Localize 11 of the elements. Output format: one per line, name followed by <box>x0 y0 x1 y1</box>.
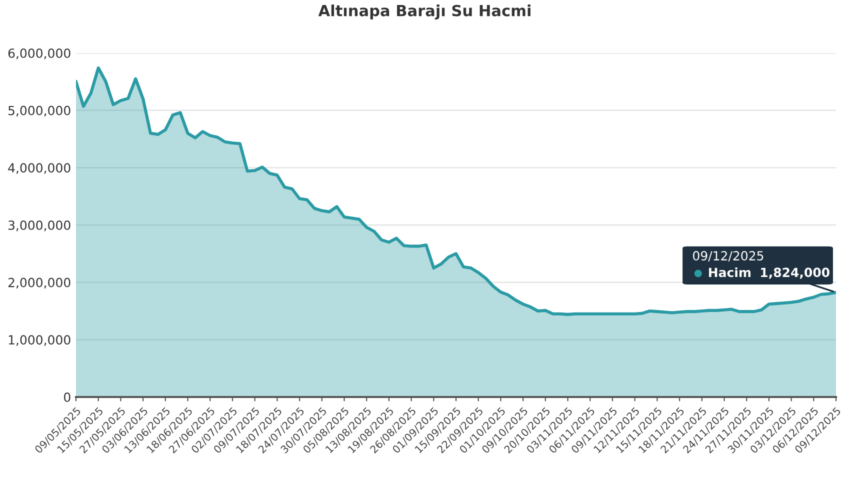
chart-title: Altınapa Barajı Su Hacmi <box>318 4 530 20</box>
y-tick-label: 6,000,000 <box>8 48 70 60</box>
y-tick-label: 2,000,000 <box>8 278 70 289</box>
y-tick-label: 3,000,000 <box>8 220 70 232</box>
y-tick-label: 0 <box>64 392 70 402</box>
y-tick-label: 5,000,000 <box>8 106 70 117</box>
y-tick-label: 1,000,000 <box>8 335 70 346</box>
legend-label: Hacim <box>708 267 750 278</box>
data-label: 1,824,000 <box>761 268 830 279</box>
annotation: 09/12/2025 <box>693 251 764 262</box>
y-tick-label: 4,000,000 <box>8 163 70 174</box>
